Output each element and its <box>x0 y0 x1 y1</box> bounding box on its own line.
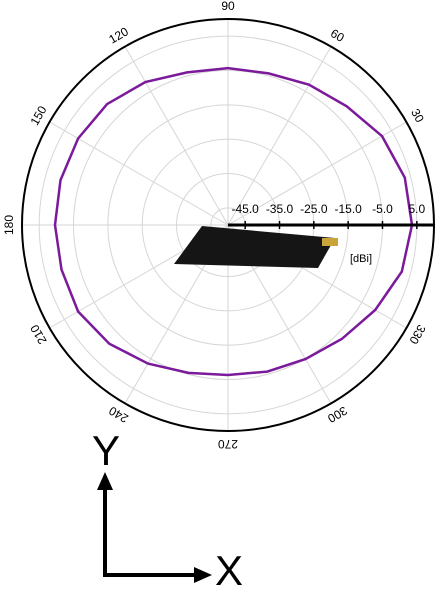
y-arrow-head <box>97 472 113 490</box>
radial-tick-label: 5.0 <box>408 202 425 216</box>
grid-spoke <box>49 121 229 226</box>
antenna-board-photo <box>174 226 335 268</box>
y-arrow-label: Y <box>92 427 120 474</box>
angle-label: 0 <box>440 222 442 229</box>
radial-tick-label: -5.0 <box>372 202 393 216</box>
radial-tick-label: -45.0 <box>231 202 259 216</box>
angle-label: 270 <box>218 437 238 451</box>
radial-unit-label: [dBi] <box>350 253 372 265</box>
angle-label: 240 <box>106 403 131 425</box>
x-arrow-label: X <box>215 547 243 592</box>
grid <box>21 18 435 432</box>
angle-label: 300 <box>325 403 350 425</box>
antenna-connector <box>322 238 338 246</box>
radial-tick-label: -25.0 <box>300 202 328 216</box>
grid-spoke <box>227 46 332 226</box>
angle-label: 210 <box>27 322 49 347</box>
angle-label: 60 <box>328 26 347 45</box>
x-arrow-head <box>194 567 212 583</box>
angle-label: 330 <box>406 322 428 347</box>
radial-tick-label: -15.0 <box>334 202 362 216</box>
angle-label: 150 <box>27 103 49 128</box>
grid-spoke <box>227 121 407 226</box>
marks <box>53 66 434 377</box>
radial-tick-label: -35.0 <box>266 202 294 216</box>
angle-label: 30 <box>408 106 427 125</box>
grid-spoke <box>124 46 229 226</box>
angle-label: 180 <box>2 215 16 235</box>
pattern-curve <box>53 66 414 377</box>
angle-label: 120 <box>106 24 131 46</box>
angle-label: 90 <box>221 0 235 13</box>
